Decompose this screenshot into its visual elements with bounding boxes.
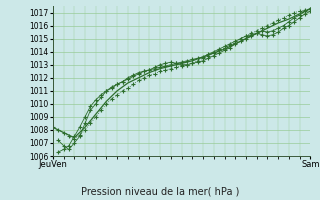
- Text: Pression niveau de la mer( hPa ): Pression niveau de la mer( hPa ): [81, 186, 239, 196]
